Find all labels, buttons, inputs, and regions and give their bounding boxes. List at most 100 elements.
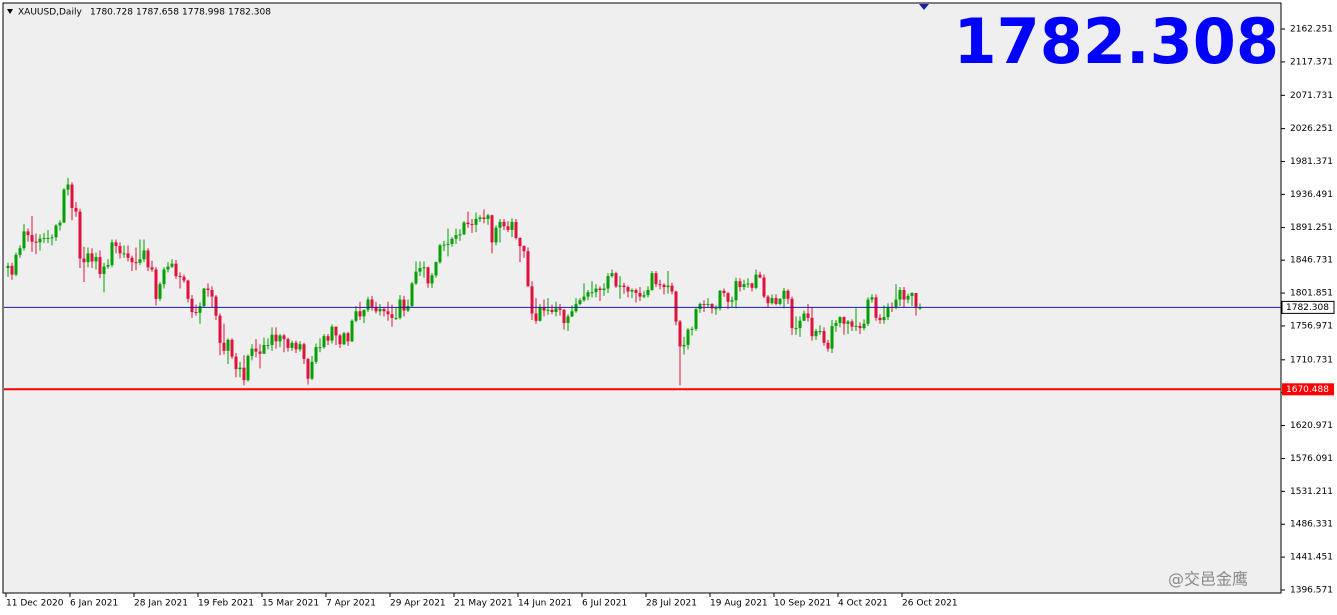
candle-body <box>206 288 210 291</box>
candle-body <box>418 268 422 272</box>
header-high: 1787.658 <box>136 8 179 18</box>
candle-body <box>22 231 26 249</box>
y-tick-label: 2162.251 <box>1290 24 1333 34</box>
x-tick-label: 6 Jan 2021 <box>70 599 118 609</box>
candle-body <box>726 292 730 302</box>
candle-body <box>490 215 494 243</box>
candle-body <box>506 226 510 230</box>
candle-body <box>662 284 666 288</box>
watermark: @交邑金鹰 <box>1168 570 1248 589</box>
y-tick-label: 1801.851 <box>1290 289 1333 299</box>
candle-body <box>906 295 910 300</box>
candle-body <box>670 285 674 292</box>
candle-body <box>586 292 590 297</box>
candle-body <box>362 309 366 317</box>
candle-body <box>882 317 886 321</box>
candle-body <box>270 334 274 345</box>
header-low: 1778.998 <box>182 8 225 18</box>
candle-body <box>70 184 74 208</box>
candle-body <box>454 235 458 239</box>
candle-body <box>618 285 622 287</box>
candle-body <box>514 221 518 238</box>
candle-body <box>394 317 398 319</box>
candle-body <box>178 276 182 278</box>
candle-body <box>390 314 394 318</box>
candle-body <box>6 265 10 269</box>
candle-body <box>406 306 410 311</box>
candle-body <box>242 367 246 381</box>
candle-body <box>570 311 574 317</box>
candle-body <box>558 308 562 310</box>
candle-body <box>598 288 602 291</box>
candle-body <box>902 290 906 300</box>
candle-body <box>482 217 486 219</box>
candle-body <box>46 237 50 239</box>
candle-body <box>626 287 630 292</box>
candle-body <box>238 367 242 370</box>
candle-body <box>350 320 354 342</box>
candle-body <box>310 361 314 379</box>
candle-body <box>62 189 66 223</box>
candle-body <box>846 321 850 324</box>
candle-body <box>486 215 490 219</box>
candle-body <box>682 344 686 347</box>
x-tick-label: 28 Jul 2021 <box>646 599 697 609</box>
candle-body <box>306 358 310 379</box>
candle-body <box>146 250 150 268</box>
candle-body <box>134 262 138 264</box>
x-tick-label: 26 Oct 2021 <box>902 599 958 609</box>
candle-body <box>870 297 874 300</box>
candle-body <box>786 290 790 299</box>
candle-body <box>622 285 626 288</box>
candle-body <box>742 284 746 288</box>
candle-body <box>278 335 282 342</box>
candle-body <box>294 342 298 350</box>
candle-body <box>422 267 426 269</box>
candle-body <box>50 237 54 239</box>
x-tick-label: 19 Feb 2021 <box>198 599 254 609</box>
candle-body <box>578 300 582 304</box>
candle-body <box>638 292 642 297</box>
candle-body <box>502 221 506 227</box>
candle-body <box>830 325 834 349</box>
candle-body <box>462 222 466 235</box>
candle-body <box>538 306 542 321</box>
candle-body <box>446 243 450 245</box>
candle-body <box>750 283 754 288</box>
candle-body <box>554 308 558 312</box>
candle-body <box>826 342 830 349</box>
candle-body <box>562 309 566 323</box>
y-tick-label: 1486.331 <box>1290 520 1333 530</box>
candle-body <box>366 299 370 310</box>
candle-body <box>154 269 158 299</box>
candle-body <box>738 281 742 288</box>
level-label: 1670.488 <box>1286 385 1329 395</box>
x-tick-label: 19 Aug 2021 <box>710 599 768 609</box>
candle-body <box>730 300 734 302</box>
candle-body <box>326 336 330 341</box>
candle-body <box>674 291 678 322</box>
candle-body <box>186 280 190 299</box>
candle-body <box>262 344 266 354</box>
candle-body <box>258 351 262 354</box>
candle-body <box>430 275 434 284</box>
candle-body <box>602 288 606 291</box>
candle-body <box>222 342 226 351</box>
candle-body <box>74 207 78 212</box>
candle-body <box>118 246 122 254</box>
y-tick-label: 1620.971 <box>1290 421 1333 431</box>
y-tick-label: 1846.731 <box>1290 256 1333 266</box>
candle-body <box>894 299 898 308</box>
candle-body <box>498 221 502 228</box>
candle-body <box>654 273 658 285</box>
candle-body <box>102 266 106 274</box>
x-tick-label: 21 May 2021 <box>454 599 513 609</box>
candle-body <box>810 317 814 337</box>
candle-body <box>354 311 358 321</box>
candle-body <box>854 325 858 327</box>
candle-body <box>434 262 438 276</box>
candle-body <box>122 253 126 255</box>
x-tick-label: 29 Apr 2021 <box>390 599 446 609</box>
candle-body <box>918 307 922 309</box>
candle-body <box>162 269 166 285</box>
